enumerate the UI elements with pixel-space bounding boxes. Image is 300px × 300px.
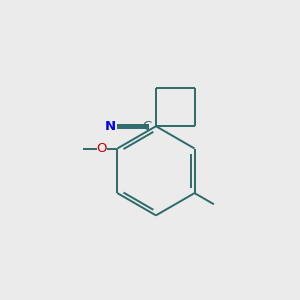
Text: N: N bbox=[104, 120, 116, 133]
Text: C: C bbox=[142, 120, 151, 133]
Text: O: O bbox=[97, 142, 107, 155]
